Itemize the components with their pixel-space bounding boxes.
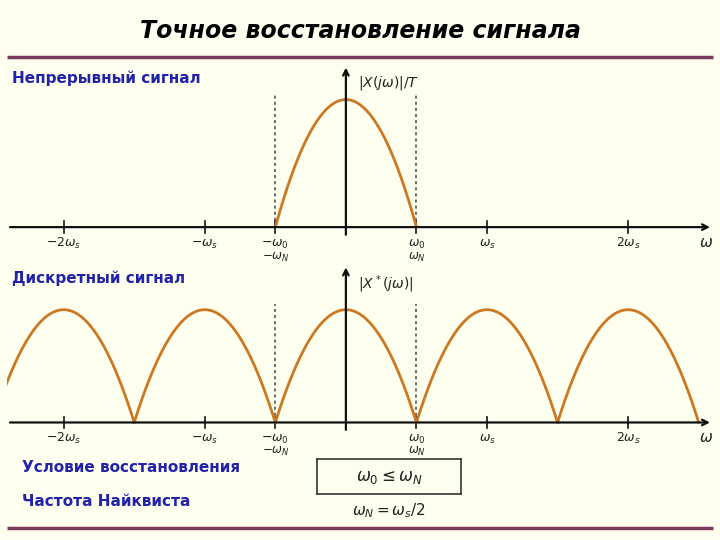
Text: $\omega_0$: $\omega_0$ — [408, 238, 426, 251]
Text: $2\omega_s$: $2\omega_s$ — [616, 236, 641, 251]
Text: $\omega$: $\omega$ — [698, 430, 713, 444]
Text: $-\omega_s$: $-\omega_s$ — [191, 433, 218, 446]
Text: $\omega_N = \omega_s/2$: $\omega_N = \omega_s/2$ — [352, 501, 426, 520]
Text: $\omega_N$: $\omega_N$ — [408, 251, 426, 264]
Text: $-\omega_s$: $-\omega_s$ — [191, 238, 218, 251]
Text: Дискретный сигнал: Дискретный сигнал — [12, 270, 185, 286]
Text: $|X^*(j\omega)|$: $|X^*(j\omega)|$ — [358, 274, 413, 295]
Text: $\omega$: $\omega$ — [698, 235, 713, 250]
Text: $-\omega_N$: $-\omega_N$ — [261, 251, 289, 264]
Text: $-\omega_0$: $-\omega_0$ — [261, 238, 289, 251]
Text: Непрерывный сигнал: Непрерывный сигнал — [12, 71, 201, 86]
Text: $\omega_0 \leq \omega_N$: $\omega_0 \leq \omega_N$ — [356, 468, 422, 485]
Text: $-2\omega_s$: $-2\omega_s$ — [46, 236, 81, 251]
Text: $-2\omega_s$: $-2\omega_s$ — [46, 430, 81, 445]
Text: $-\omega_N$: $-\omega_N$ — [261, 445, 289, 458]
Text: Точное восстановление сигнала: Точное восстановление сигнала — [140, 19, 580, 43]
Text: $\omega_s$: $\omega_s$ — [479, 433, 495, 446]
Text: $\omega_N$: $\omega_N$ — [408, 445, 426, 458]
Text: Частота Найквиста: Частота Найквиста — [22, 494, 190, 509]
Text: $\omega_0$: $\omega_0$ — [408, 433, 426, 446]
Text: Условие восстановления: Условие восстановления — [22, 460, 240, 475]
Text: $2\omega_s$: $2\omega_s$ — [616, 430, 641, 445]
Text: $-\omega_0$: $-\omega_0$ — [261, 433, 289, 446]
Text: $|X(j\omega)|/T$: $|X(j\omega)|/T$ — [358, 74, 419, 92]
Text: $\omega_s$: $\omega_s$ — [479, 238, 495, 251]
